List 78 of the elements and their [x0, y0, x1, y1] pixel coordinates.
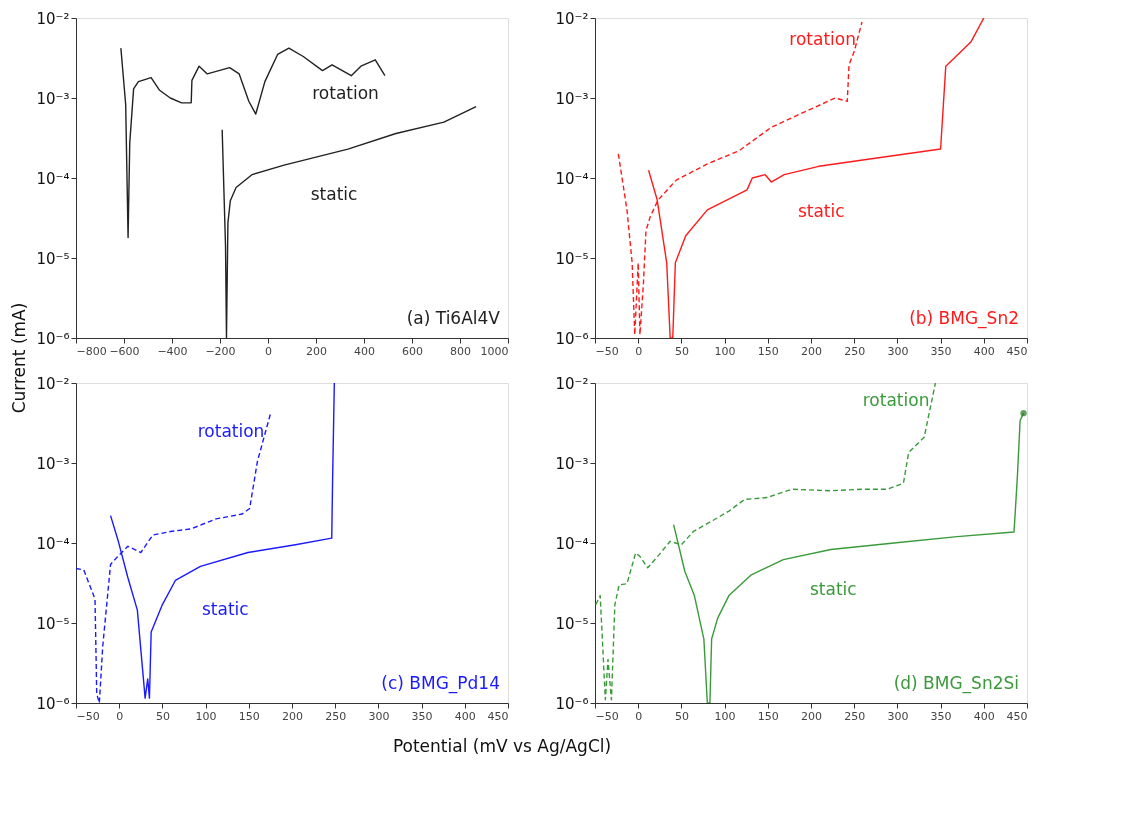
x-tick-label: 300	[887, 709, 909, 723]
y-tick-label: 10⁻⁶	[555, 694, 589, 713]
x-tick-label: 400	[973, 344, 995, 358]
x-tick-label: 400	[454, 709, 476, 723]
y-tick-label: 10⁻⁵	[555, 614, 589, 633]
annotation: (b) BMG_Sn2	[909, 308, 1019, 329]
x-tick-label: 200	[306, 344, 327, 358]
x-tick-label: 350	[930, 344, 952, 358]
y-axis-title: Current (mA)	[9, 302, 29, 414]
y-tick-label: 10⁻³	[36, 89, 70, 108]
x-tick-label: 200	[282, 709, 303, 723]
x-tick-label: 1000	[480, 344, 509, 358]
annotation: (d) BMG_Sn2Si	[893, 673, 1019, 694]
x-tick-label: −200	[205, 344, 236, 358]
series-label: static	[810, 578, 857, 599]
x-tick-label: 300	[887, 344, 909, 358]
y-tick-label: 10⁻³	[555, 89, 589, 108]
x-tick-label: 400	[354, 344, 375, 358]
x-tick-label: 50	[155, 709, 170, 723]
annotation: (c) BMG_Pd14	[381, 673, 500, 694]
series-label: static	[310, 184, 358, 205]
x-tick-label: 450	[487, 709, 509, 723]
x-tick-label: 100	[714, 344, 736, 358]
y-tick-label: 10⁻²	[36, 9, 70, 28]
x-tick-label: −400	[157, 344, 188, 358]
x-tick-label: 0	[116, 709, 124, 723]
x-tick-label: 100	[195, 709, 217, 723]
y-tick-label: 10⁻³	[36, 454, 70, 473]
annotation: (a) Ti6Al4V	[406, 308, 501, 328]
series-label: rotation	[197, 420, 265, 441]
series-label: rotation	[312, 82, 379, 103]
x-tick-label: −50	[76, 709, 100, 723]
y-tick-label: 10⁻⁴	[555, 534, 589, 553]
y-tick-label: 10⁻⁴	[555, 169, 589, 188]
series-label: static	[797, 201, 845, 222]
x-tick-label: 150	[757, 344, 779, 358]
x-tick-label: 150	[757, 709, 779, 723]
line-series	[120, 47, 386, 239]
x-tick-label: 250	[844, 344, 866, 358]
y-tick-label: 10⁻⁵	[36, 614, 70, 633]
x-tick-label: 400	[973, 709, 995, 723]
y-tick-label: 10⁻⁴	[36, 534, 70, 553]
y-tick-label: 10⁻²	[36, 374, 70, 393]
x-tick-label: 0	[635, 344, 643, 358]
y-tick-label: 10⁻⁴	[36, 169, 70, 188]
x-tick-label: 0	[265, 344, 272, 358]
y-tick-label: 10⁻⁶	[36, 329, 70, 348]
series-label: rotation	[862, 390, 930, 410]
y-tick-label: 10⁻³	[555, 454, 589, 473]
y-tick-label: 10⁻⁵	[36, 249, 70, 268]
x-tick-label: 350	[411, 709, 433, 723]
y-tick-label: 10⁻⁶	[555, 329, 589, 348]
x-tick-label: 0	[635, 709, 643, 723]
x-tick-label: 200	[801, 344, 822, 358]
x-axis-title: Potential (mV vs Ag/AgCl)	[392, 736, 612, 756]
x-tick-label: 50	[674, 344, 689, 358]
series-label: rotation	[789, 29, 856, 50]
x-tick-label: −50	[595, 344, 619, 358]
y-tick-label: 10⁻⁶	[36, 694, 70, 713]
series-label: static	[202, 599, 249, 620]
x-tick-label: 600	[402, 344, 423, 358]
x-tick-label: 350	[930, 709, 952, 723]
x-tick-label: −600	[109, 344, 140, 358]
x-tick-label: 250	[844, 709, 866, 723]
x-tick-label: 300	[368, 709, 390, 723]
y-tick-label: 10⁻⁵	[555, 249, 589, 268]
x-tick-label: 200	[801, 709, 822, 723]
y-tick-label: 10⁻²	[555, 9, 589, 28]
x-tick-label: 100	[714, 709, 736, 723]
x-tick-label: 50	[674, 709, 689, 723]
x-tick-label: −50	[595, 709, 619, 723]
y-tick-label: 10⁻²	[555, 374, 589, 393]
x-tick-label: 800	[450, 344, 471, 358]
x-tick-label: 450	[1006, 709, 1028, 723]
x-tick-label: −800	[76, 344, 107, 358]
x-tick-label: 450	[1006, 344, 1028, 358]
x-tick-label: 250	[325, 709, 347, 723]
x-tick-label: 150	[238, 709, 260, 723]
